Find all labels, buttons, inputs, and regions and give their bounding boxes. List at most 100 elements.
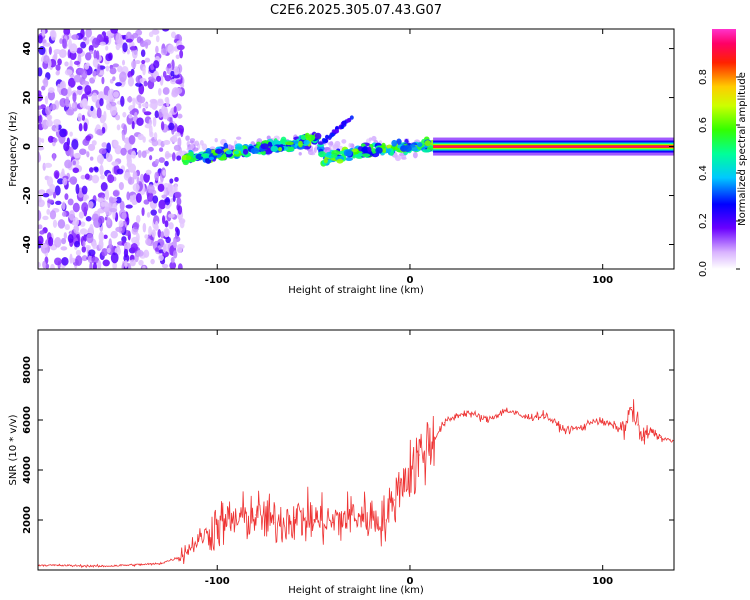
noise-blob xyxy=(176,44,185,51)
branch-blob xyxy=(331,129,336,134)
noise-blob xyxy=(144,57,151,63)
snr-series-line xyxy=(38,399,674,569)
noise-blob xyxy=(148,118,153,126)
signal-blob xyxy=(381,142,386,149)
noise-blob xyxy=(98,231,104,243)
noise-blob xyxy=(161,263,169,269)
noise-blob xyxy=(55,200,62,206)
noise-blob xyxy=(115,226,123,233)
noise-blob xyxy=(149,131,154,138)
noise-blob xyxy=(89,261,93,269)
noise-blob xyxy=(172,74,180,79)
noise-blob xyxy=(50,263,55,269)
signal-blob xyxy=(304,132,310,139)
noise-blob xyxy=(151,140,159,147)
noise-blob xyxy=(119,71,127,83)
noise-blob xyxy=(142,222,147,233)
noise-blob xyxy=(61,256,69,266)
noise-blob xyxy=(64,69,73,76)
signal-blob xyxy=(225,150,233,155)
noise-blob xyxy=(160,121,165,131)
noise-blob xyxy=(38,137,42,143)
noise-blob xyxy=(135,214,141,224)
noise-blob xyxy=(52,152,56,161)
noise-blob xyxy=(158,147,164,152)
noise-blob xyxy=(73,74,82,83)
noise-blob xyxy=(68,38,73,50)
faint-blob xyxy=(327,141,334,146)
noise-blob xyxy=(82,196,87,202)
noise-blob xyxy=(122,111,127,118)
signal-blob xyxy=(403,144,412,153)
noise-blob xyxy=(49,210,57,220)
noise-blob xyxy=(86,151,90,158)
noise-blob xyxy=(57,219,66,229)
noise-blob xyxy=(63,29,71,36)
noise-blob xyxy=(64,193,69,200)
noise-blob xyxy=(127,71,133,79)
noise-blob xyxy=(96,128,103,136)
noise-blob xyxy=(124,259,128,269)
noise-blob xyxy=(77,113,83,122)
noise-blob xyxy=(100,174,105,180)
noise-blob xyxy=(69,253,73,264)
faint-blob xyxy=(348,143,352,148)
noise-blob xyxy=(129,259,136,267)
noise-blob xyxy=(164,220,169,228)
noise-blob xyxy=(154,220,159,230)
noise-blob xyxy=(126,216,130,226)
signal-blob xyxy=(242,148,249,155)
noise-blob xyxy=(69,146,74,158)
noise-blob xyxy=(121,212,127,220)
noise-blob xyxy=(101,126,106,134)
noise-blob xyxy=(174,176,179,182)
noise-blob xyxy=(145,238,152,246)
faint-blob xyxy=(199,140,204,146)
noise-blob xyxy=(163,139,171,146)
noise-blob xyxy=(141,102,149,108)
noise-blob xyxy=(140,49,146,57)
noise-blob xyxy=(46,208,51,215)
signal-blob xyxy=(361,147,370,153)
noise-blob xyxy=(131,199,137,206)
noise-blob xyxy=(126,48,130,55)
noise-blob xyxy=(164,197,171,206)
snr-panel: -100 0 100 2000 4000 6000 8000 Height of strai… xyxy=(8,329,675,596)
snr-point xyxy=(642,439,644,441)
noise-blob xyxy=(115,43,121,51)
noise-blob xyxy=(41,85,46,91)
tone-band xyxy=(433,145,674,148)
branch-blob xyxy=(330,132,335,137)
noise-blob xyxy=(105,53,112,62)
noise-blob xyxy=(97,197,105,203)
signal-blob xyxy=(278,147,283,152)
branch-blob xyxy=(340,124,345,130)
noise-blob xyxy=(136,117,144,126)
noise-blob xyxy=(52,219,58,228)
noise-blob xyxy=(42,260,47,269)
noise-blob xyxy=(160,48,168,56)
noise-blob xyxy=(161,194,168,199)
noise-blob xyxy=(92,241,97,250)
noise-blob xyxy=(59,97,67,108)
noise-blob xyxy=(47,87,55,94)
noise-blob xyxy=(125,38,133,43)
signal-blob xyxy=(375,147,383,154)
noise-blob xyxy=(81,185,88,195)
noise-blob xyxy=(116,168,124,175)
signal-blob xyxy=(317,141,324,145)
noise-blob xyxy=(61,211,67,217)
noise-blob xyxy=(41,29,46,37)
noise-blob xyxy=(132,183,140,192)
noise-blob xyxy=(176,124,185,135)
spectrogram-ticks: -100 0 100 -40 -20 0 20 40 xyxy=(22,29,674,286)
noise-blob xyxy=(121,59,126,66)
noise-blob xyxy=(72,160,77,166)
noise-blob xyxy=(88,45,94,53)
noise-blob xyxy=(41,39,47,44)
faint-blob xyxy=(323,146,330,150)
noise-blob xyxy=(38,105,43,110)
noise-blob xyxy=(43,54,50,64)
noise-blob xyxy=(97,215,105,224)
noise-blob xyxy=(101,76,105,85)
